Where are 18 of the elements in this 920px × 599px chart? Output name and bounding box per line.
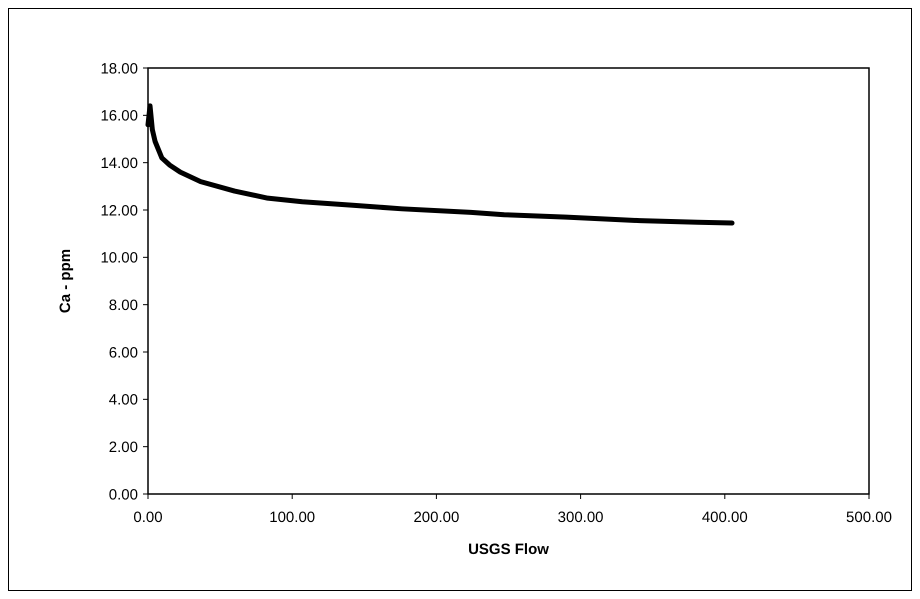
y-tick-label: 4.00 — [108, 392, 138, 409]
x-tick-label: 100.00 — [269, 509, 316, 526]
x-axis-title: USGS Flow — [468, 541, 550, 558]
x-tick-label: 300.00 — [558, 509, 604, 526]
y-tick-label: 12.00 — [100, 202, 138, 220]
x-tick-label: 400.00 — [702, 509, 748, 526]
x-tick-label: 500.00 — [846, 509, 892, 526]
y-tick-label: 8.00 — [108, 296, 138, 314]
x-tick-label: 0.00 — [133, 509, 163, 526]
y-tick-label: 6.00 — [108, 344, 138, 362]
y-tick-label: 2.00 — [108, 438, 138, 456]
y-tick-label: 0.00 — [108, 486, 138, 504]
y-axis-title: Ca - ppm — [57, 248, 74, 314]
y-tick-label: 14.00 — [100, 154, 138, 172]
y-tick-label: 16.00 — [100, 108, 138, 125]
x-tick-label: 200.00 — [413, 509, 460, 526]
y-tick-label: 10.00 — [100, 250, 138, 267]
y-tick-label: 18.00 — [100, 60, 138, 78]
